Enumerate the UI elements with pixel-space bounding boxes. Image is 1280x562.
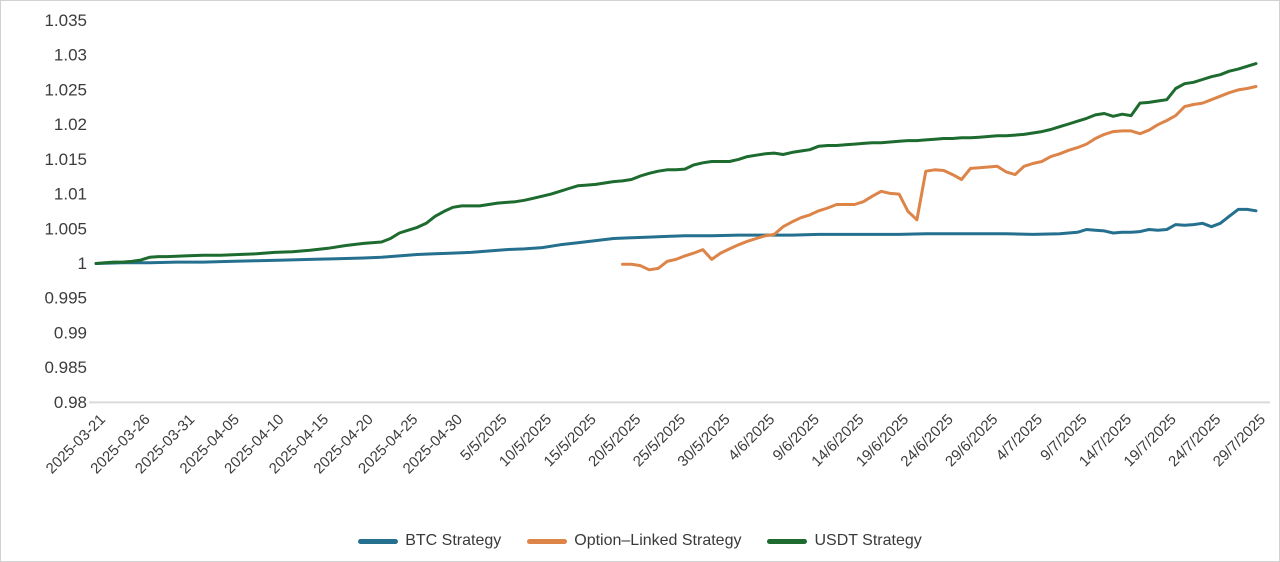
y-axis-label: 1 — [78, 254, 87, 273]
y-axis-label: 0.985 — [44, 358, 87, 377]
y-axis-label: 0.99 — [54, 323, 87, 342]
y-axis-label: 1.025 — [44, 80, 87, 99]
y-axis-label: 1.035 — [44, 11, 87, 30]
legend-item-usdt-strategy[interactable]: USDT Strategy — [767, 532, 922, 549]
x-axis-label: 4/6/2025 — [725, 411, 778, 464]
y-axis-label: 1.005 — [44, 219, 87, 238]
chart-legend: BTC Strategy Option–Linked Strategy USDT… — [1, 533, 1279, 549]
y-axis-label: 0.995 — [44, 289, 87, 308]
legend-item-btc-strategy[interactable]: BTC Strategy — [358, 533, 501, 549]
y-axis-label: 1.02 — [54, 115, 87, 134]
x-axis-label: 4/7/2025 — [993, 411, 1046, 464]
option-linked-line-swatch-icon — [527, 538, 568, 544]
y-axis-label: 1.01 — [54, 185, 87, 204]
legend-label: USDT Strategy — [814, 532, 922, 549]
btc-line-swatch-icon — [358, 538, 399, 544]
legend-label: Option–Linked Strategy — [574, 532, 742, 549]
y-axis-label: 0.98 — [54, 393, 87, 412]
y-axis-label: 1.03 — [54, 46, 87, 65]
usdt-line-swatch-icon — [767, 538, 808, 544]
series-line-option-linked-strategy[interactable] — [621, 85, 1258, 272]
legend-label: BTC Strategy — [405, 532, 502, 549]
legend-item-option-linked-strategy[interactable]: Option–Linked Strategy — [527, 533, 741, 549]
series-line-usdt-strategy[interactable] — [94, 62, 1258, 265]
series-line-btc-strategy[interactable] — [94, 207, 1258, 265]
y-axis-label: 1.015 — [44, 150, 87, 169]
